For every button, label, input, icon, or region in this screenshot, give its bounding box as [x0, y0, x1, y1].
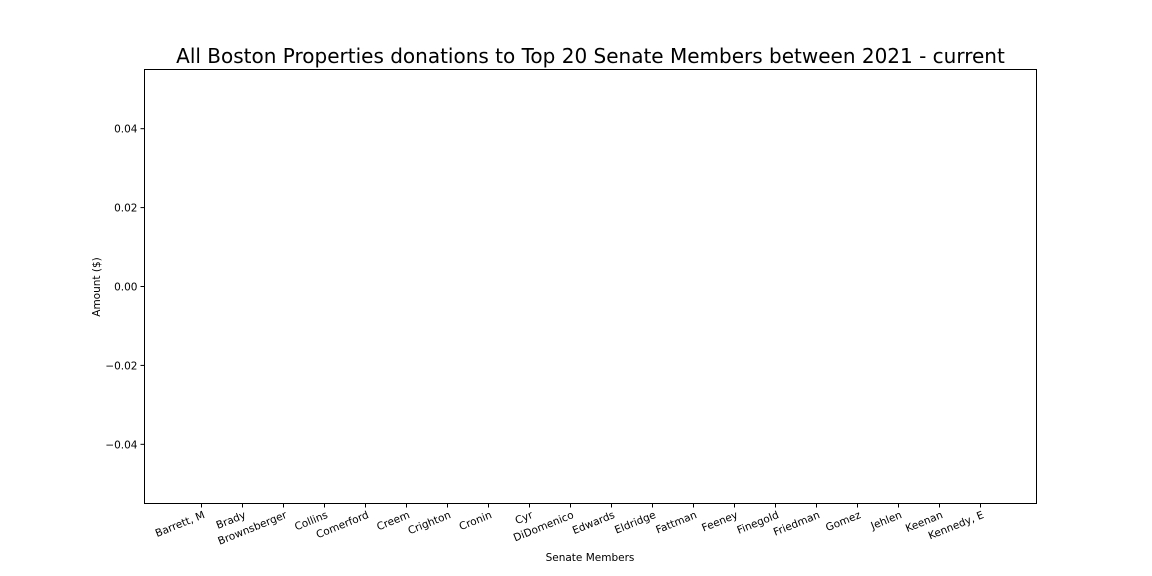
x-axis-label: Senate Members	[546, 552, 635, 564]
plot-area	[144, 69, 1037, 504]
y-tick-label: −0.02	[105, 360, 137, 372]
x-tick-label: Creem	[375, 509, 412, 533]
y-tick-label: −0.04	[105, 439, 137, 451]
x-tick-label: Barrett, M	[154, 509, 207, 540]
y-tick-label: 0.02	[114, 203, 137, 215]
x-tick-label: Eldridge	[613, 509, 658, 536]
y-axis-label: Amount ($)	[91, 257, 103, 316]
x-tick-label: Jehlen	[868, 509, 903, 533]
y-tick-label: 0.04	[114, 124, 138, 136]
x-tick-label: Edwards	[571, 509, 617, 537]
x-tick-label: Feeney	[700, 509, 739, 534]
x-tick-label: Crighton	[406, 509, 452, 537]
x-tick-label: Fattman	[654, 509, 698, 536]
x-tick-label: Friedman	[772, 509, 822, 538]
x-tick-label: Cronin	[458, 509, 494, 533]
y-axis-ticks: 0.04 0.02 0.00 −0.02 −0.04	[105, 124, 145, 451]
y-tick-label: 0.00	[114, 282, 137, 294]
chart-title: All Boston Properties donations to Top 2…	[176, 44, 1005, 68]
x-tick-label: Gomez	[824, 509, 863, 534]
